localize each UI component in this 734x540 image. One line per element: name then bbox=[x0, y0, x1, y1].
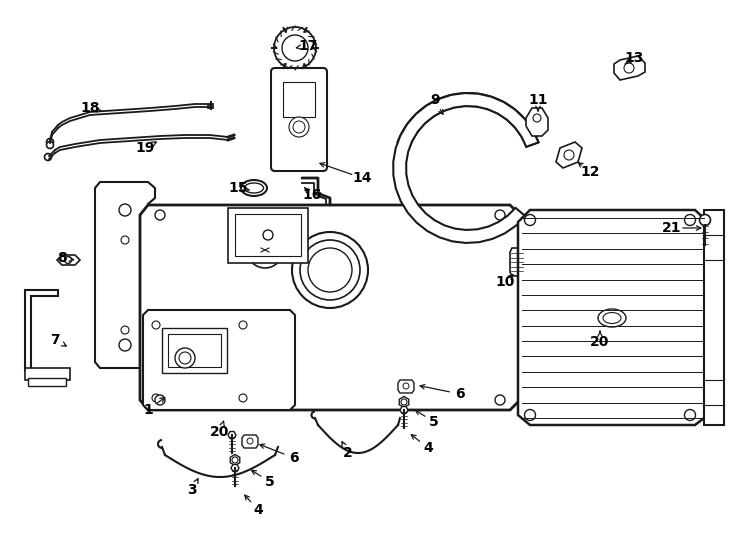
Text: 4: 4 bbox=[253, 503, 263, 517]
Polygon shape bbox=[398, 380, 414, 393]
Text: 16: 16 bbox=[302, 188, 321, 202]
Ellipse shape bbox=[241, 180, 267, 196]
Text: 20: 20 bbox=[211, 425, 230, 439]
Circle shape bbox=[700, 214, 711, 226]
Text: 5: 5 bbox=[429, 415, 439, 429]
Circle shape bbox=[274, 27, 316, 69]
Circle shape bbox=[495, 395, 505, 405]
Circle shape bbox=[121, 326, 129, 334]
Circle shape bbox=[247, 232, 283, 268]
Circle shape bbox=[525, 409, 536, 421]
Text: 7: 7 bbox=[50, 333, 59, 347]
Polygon shape bbox=[228, 431, 236, 438]
Circle shape bbox=[525, 214, 536, 226]
Text: 14: 14 bbox=[352, 171, 371, 185]
Circle shape bbox=[401, 399, 407, 405]
Polygon shape bbox=[95, 182, 155, 368]
Bar bbox=[228, 208, 308, 263]
Text: 9: 9 bbox=[430, 93, 440, 107]
Ellipse shape bbox=[244, 183, 264, 193]
Bar bbox=[235, 214, 301, 256]
Circle shape bbox=[292, 232, 368, 308]
Polygon shape bbox=[400, 407, 408, 414]
Circle shape bbox=[175, 348, 195, 368]
Polygon shape bbox=[230, 455, 240, 465]
Text: 2: 2 bbox=[343, 446, 353, 460]
Polygon shape bbox=[556, 142, 582, 168]
Circle shape bbox=[119, 204, 131, 216]
Polygon shape bbox=[526, 108, 548, 136]
Circle shape bbox=[293, 121, 305, 133]
Polygon shape bbox=[399, 396, 409, 408]
Circle shape bbox=[533, 114, 541, 122]
Polygon shape bbox=[510, 248, 524, 276]
Text: 6: 6 bbox=[455, 387, 465, 401]
Text: 8: 8 bbox=[57, 251, 67, 265]
Circle shape bbox=[624, 63, 634, 73]
Text: 12: 12 bbox=[581, 165, 600, 179]
Bar bbox=[283, 82, 315, 117]
Circle shape bbox=[239, 321, 247, 329]
FancyBboxPatch shape bbox=[271, 68, 327, 171]
Bar bbox=[25, 368, 70, 380]
Circle shape bbox=[253, 238, 277, 262]
Circle shape bbox=[247, 438, 253, 444]
Bar bbox=[168, 334, 221, 367]
Text: 5: 5 bbox=[265, 475, 275, 489]
Circle shape bbox=[403, 383, 409, 389]
Circle shape bbox=[239, 394, 247, 402]
Circle shape bbox=[65, 256, 71, 264]
Text: 11: 11 bbox=[528, 93, 548, 107]
Ellipse shape bbox=[598, 309, 626, 327]
Circle shape bbox=[282, 35, 308, 61]
Text: 6: 6 bbox=[289, 451, 299, 465]
Bar bbox=[28, 378, 66, 386]
Text: 1: 1 bbox=[143, 403, 153, 417]
Text: 20: 20 bbox=[590, 335, 610, 349]
Polygon shape bbox=[57, 255, 80, 265]
Text: 3: 3 bbox=[187, 483, 197, 497]
Text: 15: 15 bbox=[228, 181, 248, 195]
Polygon shape bbox=[393, 93, 539, 243]
Circle shape bbox=[495, 210, 505, 220]
Polygon shape bbox=[242, 435, 258, 448]
Text: 18: 18 bbox=[80, 101, 100, 115]
Text: 17: 17 bbox=[298, 39, 318, 53]
Circle shape bbox=[45, 153, 51, 160]
Circle shape bbox=[46, 141, 54, 149]
Text: 13: 13 bbox=[625, 51, 644, 65]
Text: 10: 10 bbox=[495, 275, 515, 289]
Circle shape bbox=[232, 457, 238, 463]
Circle shape bbox=[46, 138, 54, 145]
Text: 19: 19 bbox=[135, 141, 155, 155]
Polygon shape bbox=[143, 310, 295, 410]
Circle shape bbox=[263, 230, 273, 240]
Circle shape bbox=[155, 210, 165, 220]
Ellipse shape bbox=[603, 313, 621, 323]
Circle shape bbox=[121, 236, 129, 244]
Polygon shape bbox=[140, 205, 520, 410]
Circle shape bbox=[308, 248, 352, 292]
Polygon shape bbox=[614, 56, 645, 80]
Circle shape bbox=[152, 394, 160, 402]
Circle shape bbox=[289, 117, 309, 137]
Bar bbox=[704, 210, 724, 425]
Circle shape bbox=[152, 321, 160, 329]
Text: 21: 21 bbox=[662, 221, 682, 235]
Circle shape bbox=[179, 352, 191, 364]
Circle shape bbox=[119, 339, 131, 351]
Bar bbox=[162, 328, 227, 373]
Circle shape bbox=[685, 409, 696, 421]
Polygon shape bbox=[25, 290, 58, 370]
Circle shape bbox=[300, 240, 360, 300]
Polygon shape bbox=[518, 210, 708, 425]
Circle shape bbox=[685, 214, 696, 226]
Polygon shape bbox=[231, 464, 239, 471]
Circle shape bbox=[564, 150, 574, 160]
Text: 4: 4 bbox=[423, 441, 433, 455]
Circle shape bbox=[155, 395, 165, 405]
Polygon shape bbox=[398, 93, 539, 147]
